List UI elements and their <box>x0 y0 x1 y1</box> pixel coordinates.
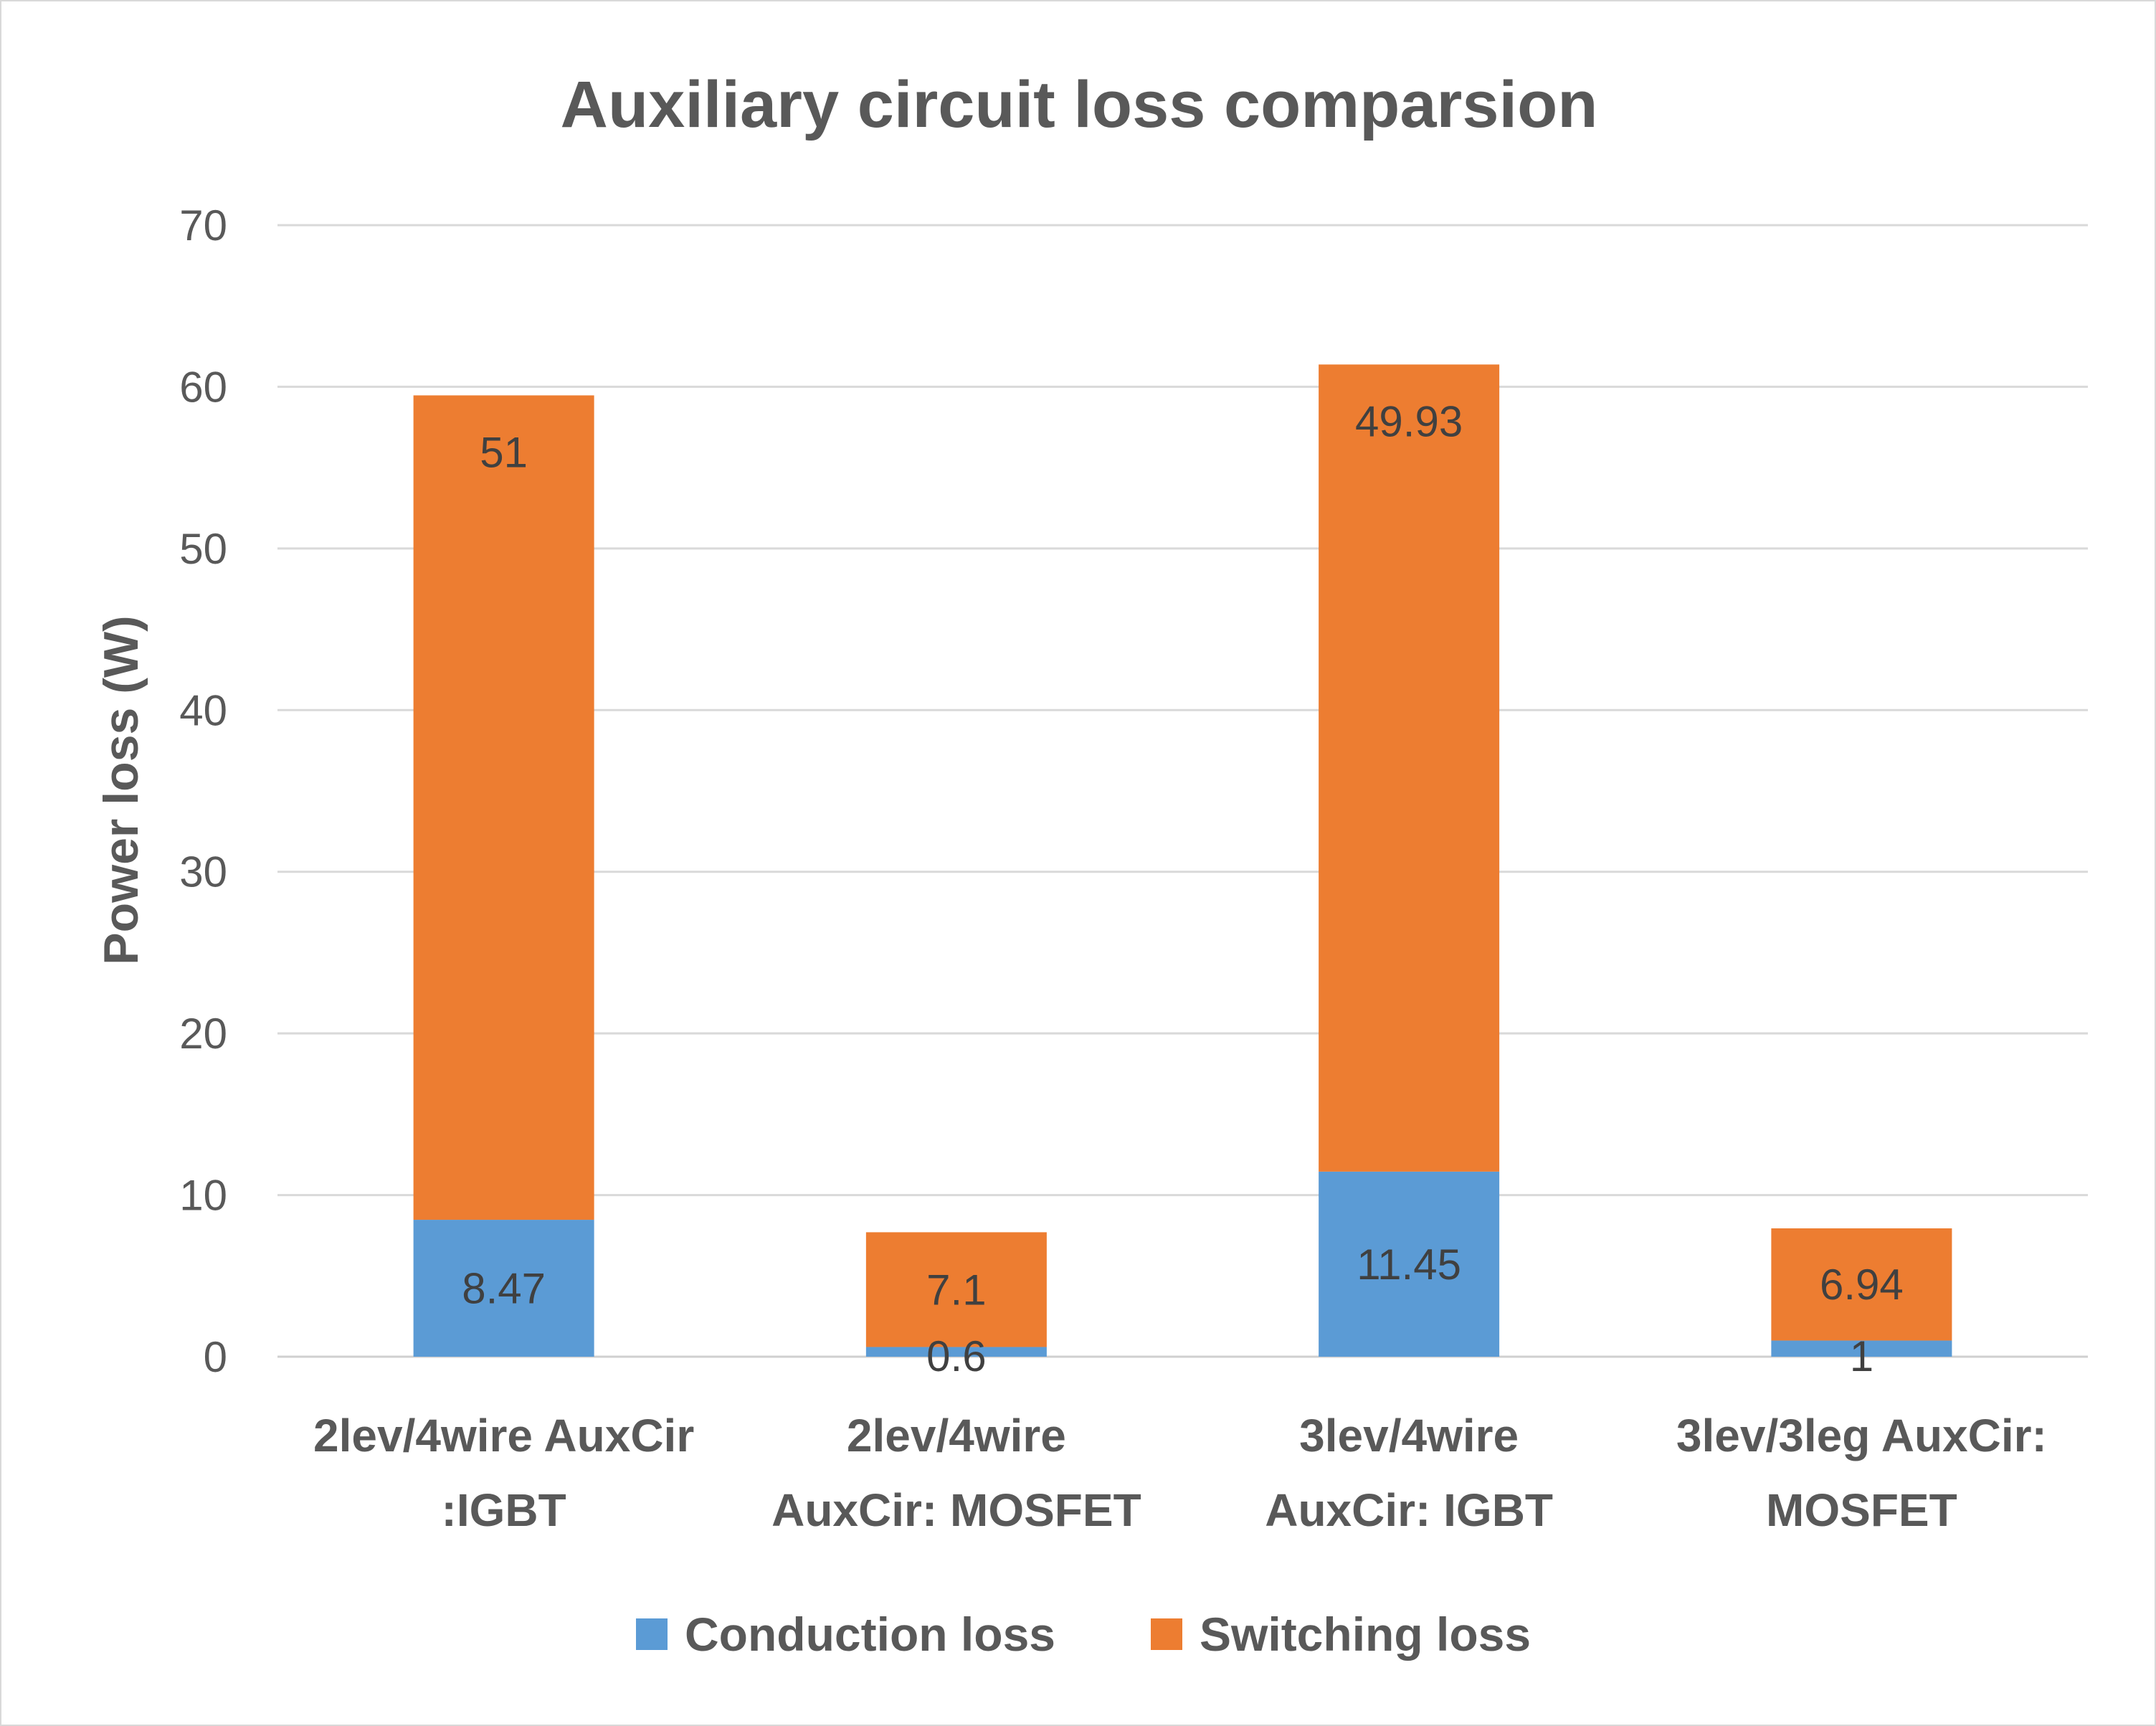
data-label-conduction-4: 1 <box>1850 1332 1874 1380</box>
data-label-switching-3: 49.93 <box>1355 397 1463 445</box>
x-tick-label-4-line-2: MOSFET <box>1766 1484 1957 1536</box>
x-axis-categories: 2lev/4wire AuxCir :IGBT 2lev/4wire AuxCir: … <box>313 1410 2047 1536</box>
x-tick-label-1-line-1: 2lev/4wire AuxCir <box>313 1410 694 1461</box>
y-tick-label-70: 70 <box>179 201 227 250</box>
x-tick-label-2-line-2: AuxCir: MOSFET <box>771 1484 1141 1536</box>
x-tick-label-2-line-1: 2lev/4wire <box>847 1410 1066 1461</box>
data-labels: 8.47 51 0.6 7.1 11.45 49.93 1 6.94 <box>462 397 1904 1380</box>
y-tick-label-20: 20 <box>179 1010 227 1058</box>
legend-swatch-switching <box>1151 1618 1182 1650</box>
x-tick-label-4-line-1: 3lev/3leg AuxCir: <box>1676 1410 2047 1461</box>
y-axis-label: Power loss (W) <box>94 615 148 964</box>
x-tick-label-3-line-2: AuxCir: IGBT <box>1265 1484 1553 1536</box>
bar-switching-3 <box>1319 364 1500 1172</box>
chart-title: Auxiliary circuit loss comparsion <box>561 68 1598 141</box>
bar-switching-2 <box>865 1232 1047 1347</box>
legend-swatch-conduction <box>636 1618 668 1650</box>
bar-conduction-2 <box>865 1347 1047 1357</box>
bar-conduction-3 <box>1319 1171 1500 1357</box>
y-tick-label-50: 50 <box>179 525 227 573</box>
data-label-switching-2: 7.1 <box>926 1266 986 1314</box>
y-tick-label-30: 30 <box>179 848 227 896</box>
x-tick-label-3-line-1: 3lev/4wire <box>1299 1410 1519 1461</box>
bar-conduction-4 <box>1771 1340 1952 1357</box>
bars <box>413 364 1952 1357</box>
legend-label-switching: Switching loss <box>1200 1608 1531 1661</box>
legend-label-conduction: Conduction loss <box>685 1608 1055 1661</box>
data-label-switching-4: 6.94 <box>1820 1261 1904 1309</box>
bar-switching-1 <box>413 395 594 1220</box>
y-tick-label-10: 10 <box>179 1172 227 1220</box>
y-axis-ticks: 0 10 20 30 40 50 60 70 <box>179 201 227 1381</box>
y-tick-label-60: 60 <box>179 363 227 411</box>
data-label-switching-1: 51 <box>480 428 528 476</box>
bar-switching-4 <box>1771 1228 1952 1341</box>
data-label-conduction-1: 8.47 <box>462 1265 546 1313</box>
data-label-conduction-3: 11.45 <box>1357 1241 1461 1289</box>
bar-conduction-1 <box>413 1220 594 1357</box>
legend: Conduction loss Switching loss <box>636 1608 1531 1661</box>
x-tick-label-1-line-2: :IGBT <box>442 1484 566 1536</box>
y-tick-label-40: 40 <box>179 686 227 734</box>
data-label-conduction-2: 0.6 <box>926 1332 986 1380</box>
y-tick-label-0: 0 <box>204 1333 227 1381</box>
